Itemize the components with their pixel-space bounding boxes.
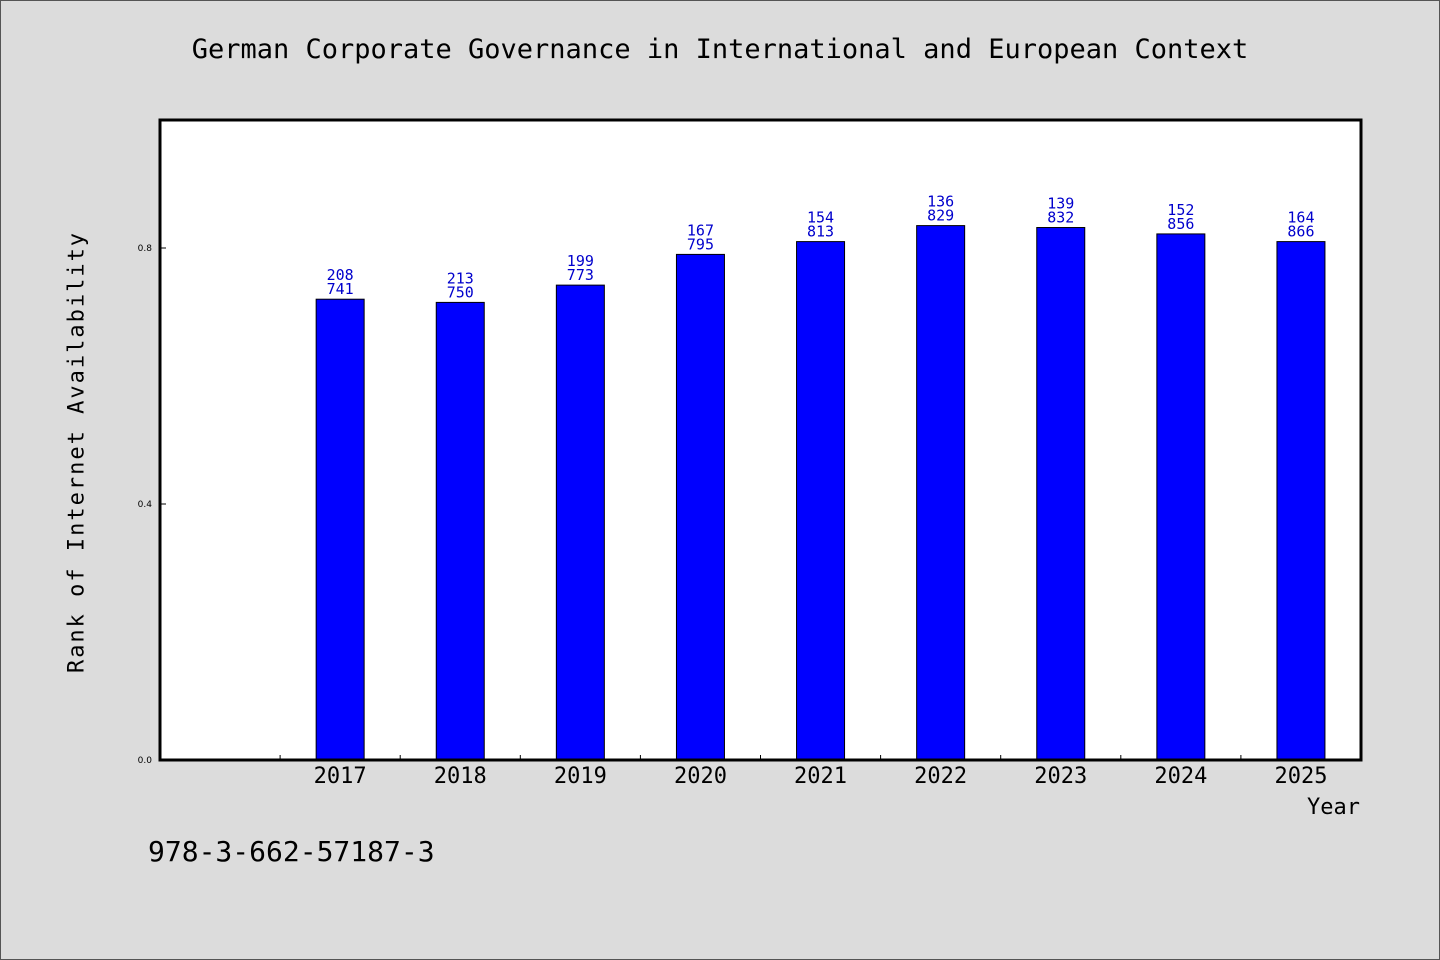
- bar: [916, 225, 966, 761]
- x-tick-label: 2019: [554, 764, 607, 789]
- data-label-top: 164: [1287, 209, 1314, 227]
- x-tick-label: 2020: [674, 764, 727, 789]
- data-label-top: 152: [1167, 201, 1194, 219]
- bar: [1036, 227, 1086, 761]
- y-tick-label: 0.4: [138, 500, 153, 510]
- data-label-top: 154: [807, 209, 834, 227]
- isbn-text: 978-3-662-57187-3: [148, 835, 435, 868]
- data-label-top: 139: [1047, 195, 1074, 213]
- bar: [315, 298, 365, 761]
- data-label-bottom: 750: [447, 283, 474, 301]
- data-label-bottom: 813: [807, 223, 834, 241]
- data-label-bottom: 829: [927, 207, 954, 225]
- data-label-top: 199: [567, 252, 594, 270]
- y-tick-label: 0.8: [138, 244, 153, 254]
- data-label-bottom: 773: [567, 266, 594, 284]
- bar: [555, 284, 605, 761]
- bar: [1156, 233, 1206, 761]
- data-label-top: 208: [327, 266, 354, 284]
- data-label-bottom: 741: [327, 280, 354, 298]
- data-label-bottom: 795: [687, 235, 714, 253]
- data-label-bottom: 866: [1287, 223, 1314, 241]
- x-axis-label: Year: [1307, 795, 1360, 820]
- data-label-top: 136: [927, 193, 954, 211]
- x-tick-label: 2023: [1034, 764, 1087, 789]
- bar: [796, 241, 846, 761]
- data-label-top: 213: [447, 269, 474, 287]
- x-tick-label: 2021: [794, 764, 847, 789]
- data-label-bottom: 856: [1167, 215, 1194, 233]
- chart-title: German Corporate Governance in Internati…: [191, 34, 1249, 65]
- y-tick-label: 0.0: [138, 756, 153, 766]
- data-label-top: 167: [687, 221, 714, 239]
- plot-border: [158, 118, 1363, 762]
- bar: [675, 253, 725, 761]
- x-tick-label: 2018: [434, 764, 487, 789]
- bar: [435, 301, 485, 761]
- x-tick-label: 2024: [1154, 764, 1207, 789]
- bar: [1276, 241, 1326, 761]
- x-tick-label: 2022: [914, 764, 967, 789]
- x-tick-label: 2017: [314, 764, 367, 789]
- x-tick-label: 2025: [1274, 764, 1327, 789]
- data-label-bottom: 832: [1047, 209, 1074, 227]
